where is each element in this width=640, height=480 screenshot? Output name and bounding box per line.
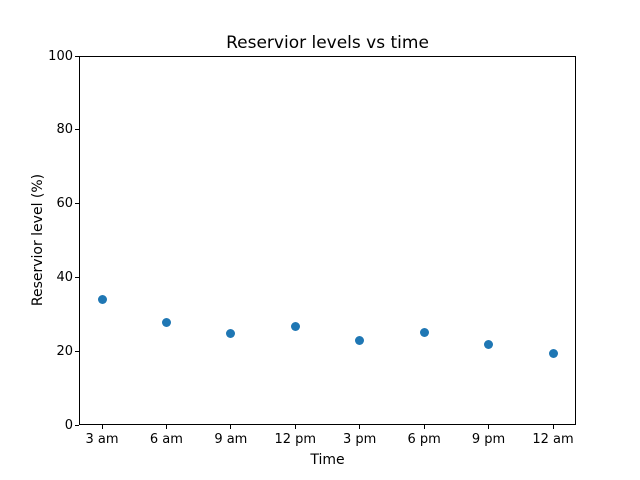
chart-title: Reservior levels vs time <box>226 33 429 53</box>
x-tick-label: 6 am <box>149 432 183 447</box>
x-tick-mark <box>230 425 232 429</box>
y-tick-label: 80 <box>56 122 73 138</box>
y-tick-mark <box>75 203 79 205</box>
scatter-point <box>484 340 494 350</box>
scatter-point <box>97 295 107 305</box>
x-tick-mark <box>294 425 296 429</box>
scatter-point <box>419 327 429 337</box>
y-tick-label: 0 <box>64 417 73 433</box>
y-tick-mark <box>75 350 79 352</box>
y-axis-label: Reservior level (%) <box>30 173 46 307</box>
x-tick-mark <box>165 425 167 429</box>
y-tick-mark <box>75 424 79 426</box>
x-axis-label: Time <box>310 452 345 468</box>
x-tick-label: 9 am <box>214 432 248 447</box>
x-tick-mark <box>359 425 361 429</box>
x-tick-label: 9 pm <box>471 432 506 447</box>
x-tick-mark <box>552 425 554 429</box>
y-tick-mark <box>75 129 79 131</box>
y-tick-label: 20 <box>56 343 73 359</box>
x-tick-mark <box>423 425 425 429</box>
scatter-point <box>548 349 558 359</box>
x-tick-label: 6 pm <box>407 432 441 447</box>
scatter-point <box>290 321 300 331</box>
x-tick-label: 12 am <box>532 432 574 447</box>
x-tick-label: 12 pm <box>274 432 317 447</box>
y-tick-label: 40 <box>56 269 73 285</box>
y-tick-mark <box>75 55 79 57</box>
y-tick-label: 100 <box>48 48 73 64</box>
x-tick-label: 3 pm <box>343 432 377 447</box>
x-tick-mark <box>101 425 103 429</box>
scatter-point <box>161 317 171 327</box>
y-tick-mark <box>75 276 79 278</box>
scatter-point <box>355 335 365 345</box>
scatter-point <box>226 329 236 339</box>
x-tick-mark <box>488 425 490 429</box>
x-tick-label: 3 am <box>85 432 119 447</box>
y-tick-label: 60 <box>56 196 73 212</box>
plot-area <box>79 56 576 425</box>
